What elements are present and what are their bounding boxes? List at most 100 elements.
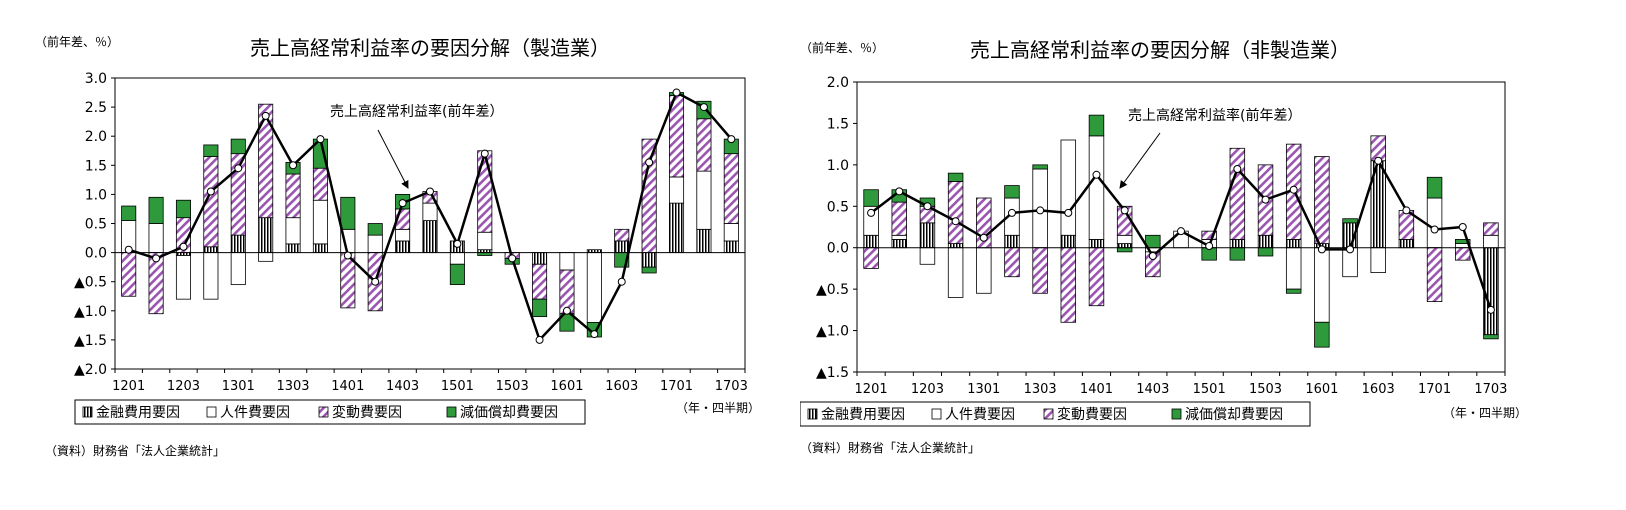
x-tick-label: 1501 <box>441 379 474 394</box>
x-tick-label: 1601 <box>1305 382 1338 397</box>
y-tick-label: 0.5 <box>827 199 849 215</box>
bar-segment <box>1285 247 1302 290</box>
y-tick-label: 3.0 <box>85 71 107 87</box>
annotation-arrow <box>377 129 409 189</box>
chart-svg: 売上高経常利益率の要因分解（製造業） （前年差、％） （年・四半期） （資料）財… <box>35 34 760 458</box>
bar-segment <box>203 246 219 253</box>
x-tick-label: 1201 <box>855 382 888 397</box>
bar-segment <box>1116 243 1133 249</box>
bar-segment <box>863 189 879 207</box>
y-tick-label: ▲0.5 <box>816 282 849 298</box>
bar-segment <box>1088 135 1105 240</box>
bar-segment <box>175 255 191 300</box>
line-point <box>617 277 626 286</box>
bar-segment <box>614 240 630 254</box>
line-point <box>426 187 434 196</box>
bar-segment <box>395 240 411 254</box>
legend-swatch <box>318 406 329 418</box>
x-tick-label: 1303 <box>276 379 309 394</box>
bar-segment <box>258 103 274 219</box>
line-point <box>562 306 571 315</box>
chart-panel-manufacturing: 売上高経常利益率の要因分解（製造業） （前年差、％） （年・四半期） （資料）財… <box>0 0 800 506</box>
line-annotation: 売上高経常利益率(前年差） <box>1128 107 1301 124</box>
bar-segment <box>723 223 739 242</box>
line-point <box>508 254 517 263</box>
bar-segment <box>586 252 602 323</box>
legend-swatch <box>82 406 93 418</box>
bar-segment <box>1032 247 1048 294</box>
line-point <box>1148 252 1157 260</box>
bar-segment <box>1426 176 1443 199</box>
legend-swatch <box>1043 408 1054 420</box>
legend-swatch <box>446 406 457 418</box>
bar-segment <box>1088 247 1105 307</box>
line-point <box>535 335 544 344</box>
y-tick-label: 0.0 <box>827 241 849 257</box>
y-tick-label: ▲2.0 <box>74 362 107 378</box>
line-point <box>590 330 599 339</box>
line-point <box>1092 170 1101 179</box>
bar-segment <box>696 228 712 254</box>
y-tick-label: ▲1.0 <box>816 324 849 340</box>
y-tick-label: 0.0 <box>85 246 107 262</box>
y-tick-label: 1.5 <box>827 116 849 132</box>
bar-segment <box>1201 230 1217 240</box>
legend-label: 金融費用要因 <box>821 407 905 423</box>
line-point <box>1346 245 1355 254</box>
bar-segment <box>1004 185 1020 199</box>
bar-segment <box>203 144 219 157</box>
line-point <box>699 103 708 112</box>
line-point <box>1233 165 1242 173</box>
line-point <box>867 208 876 217</box>
y-unit-label: （前年差、％） <box>800 40 884 55</box>
legend-label: 変動費要因 <box>1057 406 1127 423</box>
bar-segment <box>285 217 301 245</box>
line-point <box>645 158 654 167</box>
bar-segment <box>696 170 712 230</box>
line-point <box>261 111 270 120</box>
bar-segment <box>449 263 465 286</box>
bar-segment <box>395 228 411 242</box>
y-tick-label: ▲0.5 <box>74 275 107 291</box>
line-point <box>672 88 681 97</box>
y-tick-label: 0.5 <box>85 217 107 233</box>
bar-segment <box>1229 147 1246 240</box>
x-tick-label: 1701 <box>1418 382 1451 397</box>
line-point <box>1486 305 1495 314</box>
bar-segment <box>1088 239 1105 249</box>
line-point <box>1120 206 1129 215</box>
legend-swatch <box>807 408 818 420</box>
bar-segment <box>1032 164 1048 170</box>
line-point <box>179 242 188 251</box>
bar-segment <box>947 181 964 244</box>
bar-segment <box>1398 239 1415 249</box>
y-tick-label: ▲1.5 <box>74 333 107 349</box>
chart-title: 売上高経常利益率の要因分解（製造業） <box>250 36 610 60</box>
y-tick-label: 2.0 <box>85 129 107 145</box>
bar-segment <box>312 167 328 201</box>
bar-segment <box>422 220 438 253</box>
bar-segment <box>477 150 493 233</box>
y-tick-label: 1.0 <box>827 158 849 174</box>
annotation-arrow <box>1119 132 1161 189</box>
line-point <box>343 251 352 260</box>
y-tick-label: ▲1.5 <box>816 365 849 381</box>
plot-area <box>856 81 1506 373</box>
legend-label: 減価償却費要因 <box>460 404 558 421</box>
x-tick-label: 1203 <box>167 379 200 394</box>
y-tick-label: 2.0 <box>827 75 849 91</box>
bar-segment <box>1426 197 1443 249</box>
bar-segment <box>230 234 246 253</box>
y-tick-label: 1.5 <box>85 158 107 174</box>
bar-segment <box>1314 156 1330 244</box>
source-note: （資料）財務省「法人企業統計」 <box>45 443 225 458</box>
bar-segment <box>559 252 575 271</box>
x-tick-label: 1503 <box>1249 382 1282 397</box>
x-tick-label: 1603 <box>605 379 638 394</box>
line-point <box>480 149 489 158</box>
bar-segment <box>1285 288 1302 294</box>
bar-segment <box>891 234 907 240</box>
bar-segment <box>1455 247 1471 261</box>
y-tick-label: 1.0 <box>85 187 107 203</box>
bar-segment <box>340 196 356 230</box>
